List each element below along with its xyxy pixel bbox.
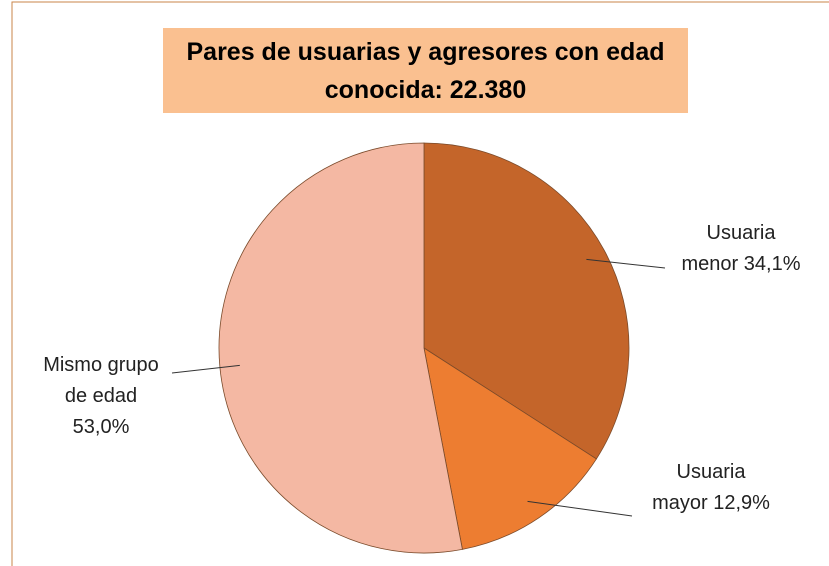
slice-label: Usuaria mayor 12,9% [650, 457, 772, 519]
leader-line [586, 258, 666, 269]
slice-label: Usuaria menor 34,1% [680, 218, 802, 280]
slice-category: Mismo grupo de edad [43, 354, 159, 407]
slice-value: 12,9% [713, 492, 770, 514]
slice-category: Usuaria menor [681, 222, 776, 275]
slice-label: Mismo grupo de edad 53,0% [40, 350, 162, 443]
pie-slice [423, 142, 630, 460]
slice-value: 53,0% [72, 416, 130, 438]
slice-category: Usuaria mayor [652, 461, 746, 514]
leader-line [171, 364, 240, 374]
leader-line [527, 500, 633, 517]
pie-slice [423, 347, 597, 550]
slice-value: 34,1% [743, 253, 801, 275]
chart-border [11, 1, 829, 566]
chart-title: Pares de usuarias y agresores con edad c… [163, 28, 688, 113]
